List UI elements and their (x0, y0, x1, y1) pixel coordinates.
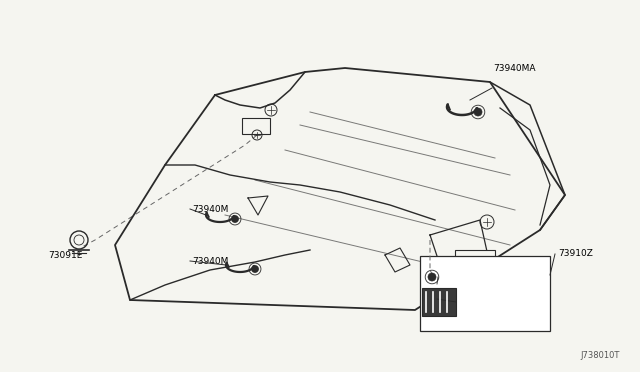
Text: 84536M: 84536M (439, 276, 476, 285)
Text: 73940M: 73940M (192, 257, 228, 266)
Circle shape (252, 266, 259, 273)
Text: J738010T: J738010T (580, 351, 620, 360)
Bar (420, 256, 550, 331)
Text: 7397B: 7397B (433, 292, 462, 301)
Circle shape (232, 215, 239, 222)
Text: 73940M: 73940M (192, 205, 228, 214)
Text: 73910Z: 73910Z (558, 250, 593, 259)
Circle shape (428, 273, 436, 281)
Text: 73940MA: 73940MA (493, 64, 536, 73)
Bar (422, 288, 456, 316)
Bar (455, 250, 495, 272)
Text: 73091E: 73091E (48, 251, 82, 260)
Circle shape (474, 108, 482, 116)
FancyBboxPatch shape (242, 118, 270, 134)
